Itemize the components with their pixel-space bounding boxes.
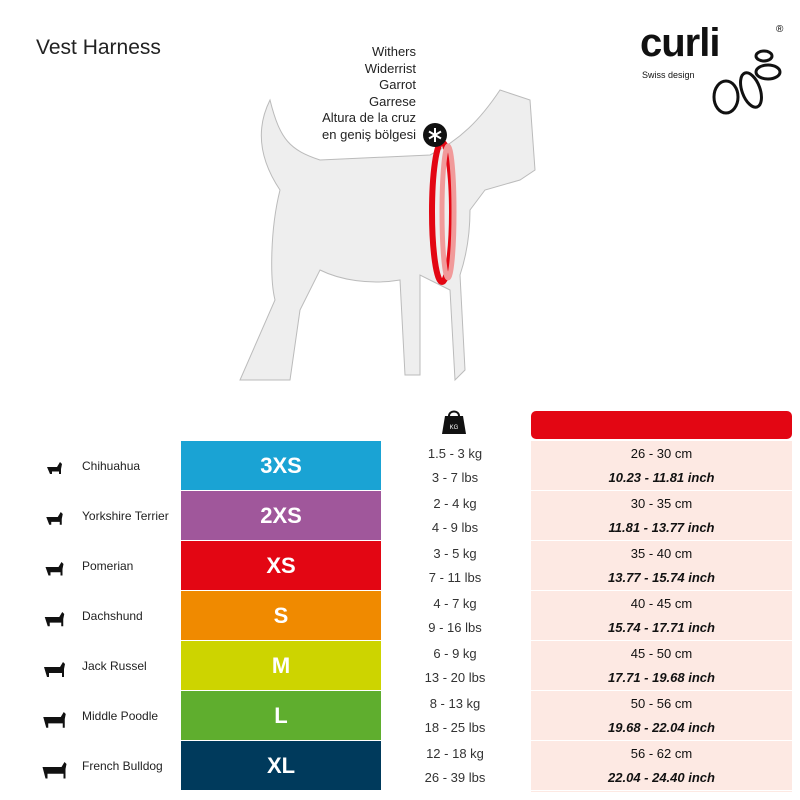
label-de: Widerrist bbox=[364, 60, 416, 76]
size-badge: XS bbox=[181, 541, 381, 590]
size-badge: 2XS bbox=[181, 491, 381, 540]
row-divider bbox=[531, 740, 792, 741]
weight-lbs: 7 - 11 lbs bbox=[428, 570, 482, 585]
size-row: Dachshund S 4 - 7 kg 9 - 16 lbs 40 - 45 … bbox=[0, 591, 800, 641]
label-tr: en geniş bölgesi bbox=[322, 126, 416, 142]
girth-inch: 17.71 - 19.68 inch bbox=[608, 670, 715, 685]
weight-lbs: 13 - 20 lbs bbox=[424, 670, 486, 685]
weight-kg: 2 - 4 kg bbox=[433, 496, 477, 511]
girth-cm: 56 - 62 cm bbox=[630, 746, 693, 761]
dog-silhouette-icon bbox=[43, 712, 66, 728]
weight-kg: 6 - 9 kg bbox=[433, 646, 477, 661]
weight-kg: 4 - 7 kg bbox=[433, 596, 477, 611]
weight-lbs: 3 - 7 lbs bbox=[431, 470, 479, 485]
row-divider bbox=[531, 640, 792, 641]
breed-name: French Bulldog bbox=[82, 759, 163, 773]
row-divider bbox=[531, 540, 792, 541]
registered-mark: ® bbox=[776, 24, 784, 35]
size-row: French Bulldog XL 12 - 18 kg 26 - 39 lbs… bbox=[0, 741, 800, 791]
size-badge: 3XS bbox=[181, 441, 381, 490]
size-row: Pomerian XS 3 - 5 kg 7 - 11 lbs 35 - 40 … bbox=[0, 541, 800, 591]
flower-icon bbox=[712, 49, 782, 115]
breed-name: Middle Poodle bbox=[82, 709, 159, 723]
dog-silhouette-icon bbox=[44, 612, 65, 627]
size-row: Yorkshire Terrier 2XS 2 - 4 kg 4 - 9 lbs… bbox=[0, 491, 800, 541]
row-divider bbox=[531, 490, 792, 491]
label-es: Altura de la cruz bbox=[322, 110, 416, 125]
dog-silhouette-icon bbox=[42, 762, 67, 779]
curli-logo: curli Swiss design ® bbox=[636, 22, 796, 117]
size-badge: M bbox=[181, 641, 381, 690]
row-divider bbox=[531, 790, 792, 791]
measurement-header bbox=[531, 411, 792, 439]
girth-inch: 13.77 - 15.74 inch bbox=[608, 570, 715, 585]
weight-lbs: 26 - 39 lbs bbox=[424, 770, 486, 785]
svg-text:KG: KG bbox=[450, 425, 459, 431]
breed-name: Chihuahua bbox=[82, 459, 141, 473]
row-divider bbox=[531, 590, 792, 591]
logo-tagline: Swiss design bbox=[642, 70, 695, 80]
dog-silhouette-icon bbox=[46, 512, 63, 525]
weight-kg: 12 - 18 kg bbox=[426, 746, 484, 761]
girth-cm: 40 - 45 cm bbox=[630, 596, 693, 611]
row-divider bbox=[531, 690, 792, 691]
girth-inch: 10.23 - 11.81 inch bbox=[608, 470, 715, 485]
size-badge: S bbox=[181, 591, 381, 640]
girth-inch: 19.68 - 22.04 inch bbox=[608, 720, 715, 735]
size-row: Middle Poodle L 8 - 13 kg 18 - 25 lbs 50… bbox=[0, 691, 800, 741]
weight-kg: 3 - 5 kg bbox=[433, 546, 477, 561]
weight-lbs: 4 - 9 lbs bbox=[431, 520, 479, 535]
dog-silhouette-icon bbox=[47, 462, 62, 474]
weight-kg: 1.5 - 3 kg bbox=[427, 446, 483, 461]
girth-cm: 30 - 35 cm bbox=[630, 496, 693, 511]
girth-inch: 11.81 - 13.77 inch bbox=[608, 520, 715, 535]
girth-cm: 35 - 40 cm bbox=[630, 546, 693, 561]
size-row: Jack Russel M 6 - 9 kg 13 - 20 lbs 45 - … bbox=[0, 641, 800, 691]
breed-name: Yorkshire Terrier bbox=[82, 509, 169, 523]
dog-silhouette-icon bbox=[45, 562, 64, 576]
label-fr: Garrot bbox=[379, 77, 416, 92]
weight-lbs: 9 - 16 lbs bbox=[428, 620, 482, 635]
measurement-column bbox=[531, 441, 792, 792]
girth-inch: 15.74 - 17.71 inch bbox=[608, 620, 715, 635]
weight-lbs: 18 - 25 lbs bbox=[424, 720, 486, 735]
label-en: Withers bbox=[371, 44, 416, 59]
withers-labels: Withers Widerrist Garrot Garrese Altura … bbox=[290, 44, 416, 143]
girth-cm: 26 - 30 cm bbox=[630, 446, 693, 461]
girth-cm: 45 - 50 cm bbox=[630, 646, 693, 661]
dog-illustration bbox=[239, 89, 536, 382]
weight-kg: 8 - 13 kg bbox=[429, 696, 481, 711]
asterisk-marker-icon bbox=[423, 123, 447, 147]
breed-name: Pomerian bbox=[82, 559, 134, 573]
size-badge: L bbox=[181, 691, 381, 740]
size-row: Chihuahua 3XS 1.5 - 3 kg 3 - 7 lbs 26 - … bbox=[0, 441, 800, 491]
breed-name: Dachshund bbox=[82, 609, 143, 623]
logo-text: curli bbox=[640, 21, 720, 65]
dog-silhouette-icon bbox=[44, 662, 65, 677]
breed-name: Jack Russel bbox=[82, 659, 147, 673]
page-title: Vest Harness bbox=[36, 36, 161, 59]
weight-kg-icon: KG bbox=[442, 410, 466, 434]
label-it: Garrese bbox=[369, 93, 416, 109]
size-badge: XL bbox=[181, 741, 381, 790]
girth-inch: 22.04 - 24.40 inch bbox=[608, 770, 715, 785]
girth-cm: 50 - 56 cm bbox=[630, 696, 693, 711]
